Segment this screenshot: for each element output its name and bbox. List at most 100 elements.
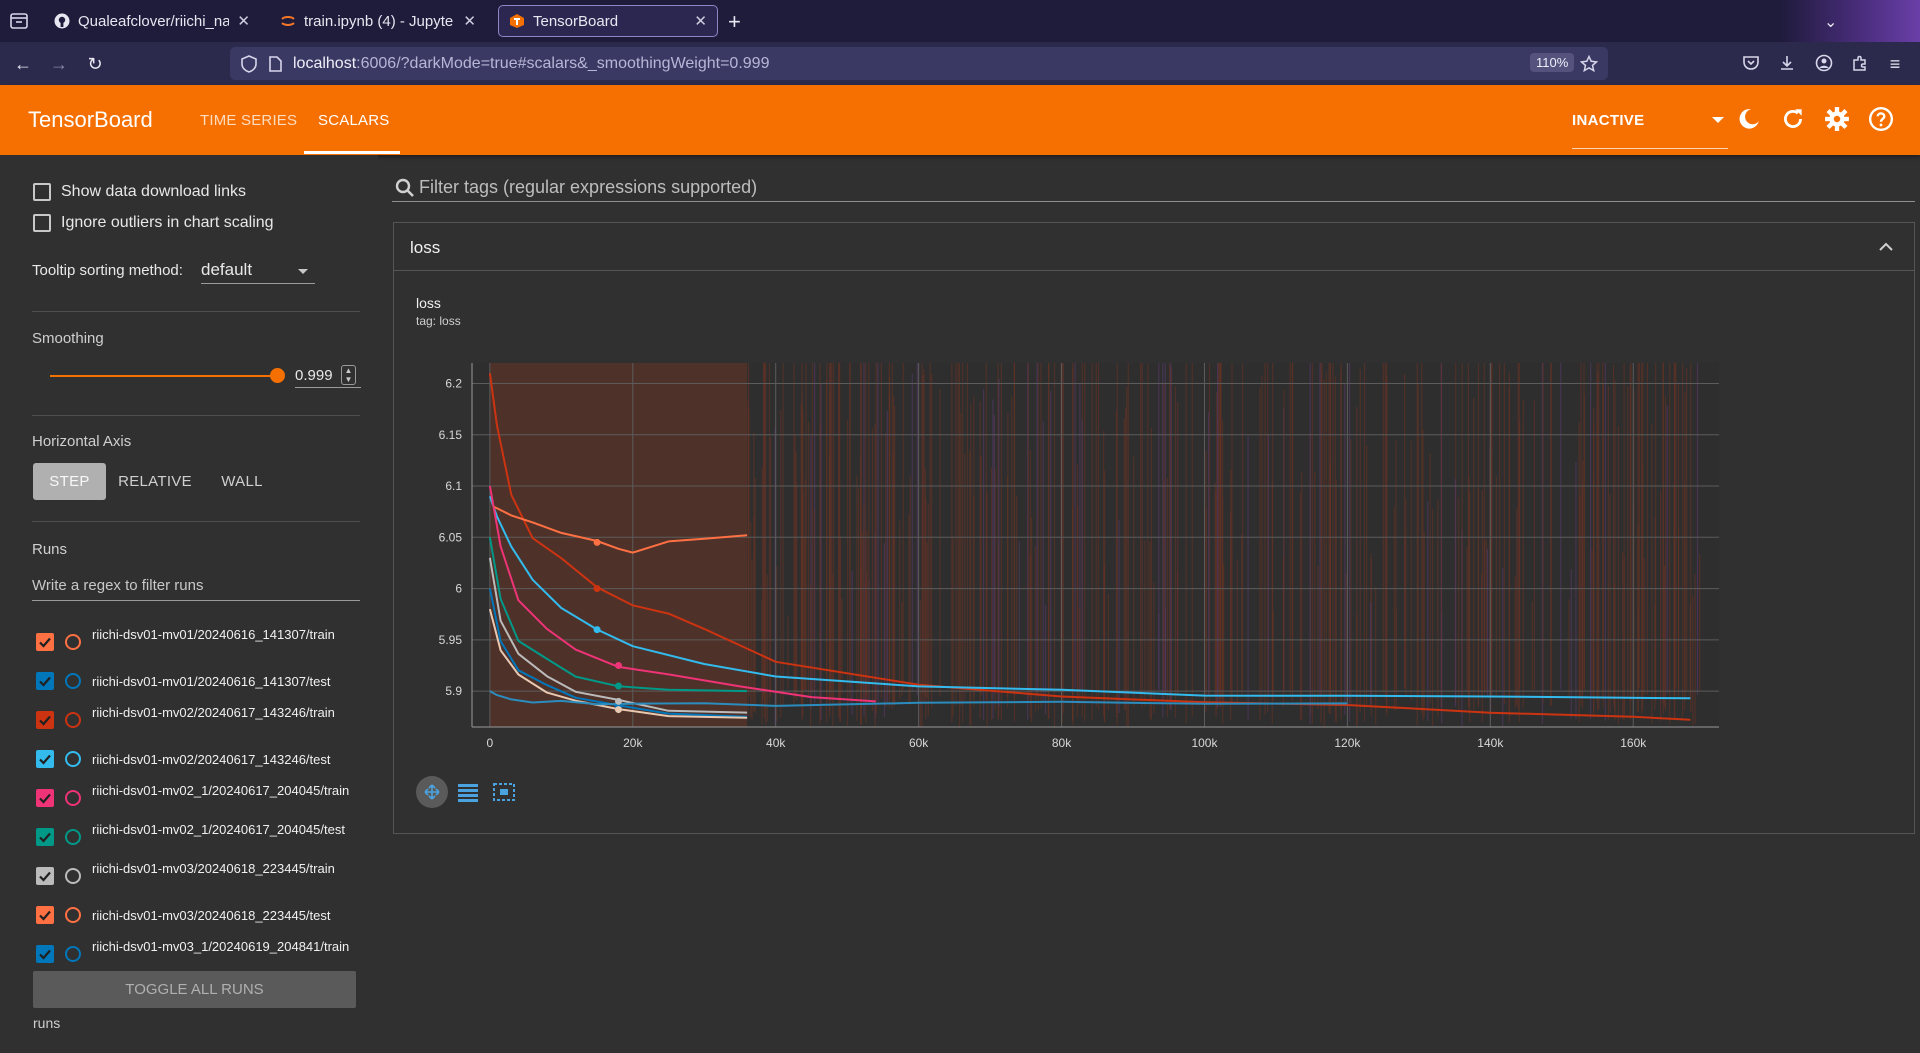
run-color-picker[interactable] [65,907,81,923]
run-row[interactable]: riichi-dsv01-mv03/20240618_223445/train [36,859,366,897]
run-name: riichi-dsv01-mv02_1/20240617_204045/trai… [92,783,350,798]
group-header[interactable]: loss [394,223,1914,271]
page-info-icon[interactable] [266,55,284,73]
series-line[interactable] [488,608,748,719]
menu-icon[interactable]: ≡ [1889,54,1901,74]
refresh-icon[interactable] [1780,106,1806,132]
smoothing-slider-track[interactable] [50,375,278,377]
series-line[interactable] [488,588,748,718]
run-row[interactable]: riichi-dsv01-mv02/20240617_143246/test [36,742,366,780]
close-icon[interactable]: ✕ [237,13,250,30]
series-line[interactable] [488,485,876,703]
fit-domain-icon[interactable] [416,776,448,808]
x-tick-label: 80k [1052,736,1072,750]
show-download-links-checkbox[interactable] [33,183,51,201]
checkmark-icon [39,871,51,882]
run-row[interactable]: riichi-dsv01-mv01/20240616_141307/test [36,664,366,702]
run-color-picker[interactable] [65,829,81,845]
zoom-box-icon[interactable] [488,776,520,808]
reload-icon[interactable]: ↻ [87,54,103,74]
chevron-down-icon[interactable] [298,269,308,274]
run-row[interactable]: riichi-dsv01-mv01/20240616_141307/train [36,625,366,663]
series-line[interactable] [489,690,1348,707]
jupyter-icon [281,16,295,26]
url-bar[interactable]: localhost:6006/?darkMode=true#scalars&_s… [230,47,1608,80]
smoothing-slider-thumb[interactable] [270,368,285,383]
ignore-outliers-checkbox[interactable] [33,214,51,232]
url-text[interactable]: localhost:6006/?darkMode=true#scalars&_s… [293,55,769,73]
data-table-icon[interactable] [452,776,484,808]
run-color-picker[interactable] [65,790,81,806]
series-line[interactable] [488,557,748,714]
run-color-picker[interactable] [65,712,81,728]
browser-tab-tensorboard[interactable]: TensorBoard ✕ [498,5,718,37]
show-download-links-label[interactable]: Show data download links [61,183,247,200]
tab-time-series[interactable]: TIME SERIES [200,112,298,129]
run-checkbox[interactable] [36,672,54,690]
run-color-picker[interactable] [65,673,81,689]
axis-step-button[interactable]: STEP [33,463,106,500]
account-icon[interactable] [1815,54,1833,72]
run-color-picker[interactable] [65,868,81,884]
shield-icon[interactable] [240,55,258,73]
series-line[interactable] [488,495,1691,700]
run-row[interactable]: riichi-dsv01-mv02_1/20240617_204045/trai… [36,781,366,819]
run-checkbox[interactable] [36,945,54,963]
checkmark-icon [39,754,51,765]
run-color-picker[interactable] [65,946,81,962]
run-checkbox[interactable] [36,711,54,729]
run-row[interactable]: riichi-dsv01-mv03/20240618_223445/test [36,898,366,936]
run-row[interactable]: riichi-dsv01-mv02_1/20240617_204045/test [36,820,366,858]
chevron-down-icon[interactable] [1712,117,1724,123]
series-line[interactable] [492,505,748,554]
tooltip-sorting-label: Tooltip sorting method: [32,262,183,279]
gear-icon[interactable] [1824,106,1850,132]
close-icon[interactable]: ✕ [694,13,707,30]
run-checkbox[interactable] [36,789,54,807]
toggle-all-runs-button[interactable]: TOGGLE ALL RUNS [33,971,356,1008]
run-checkbox[interactable] [36,750,54,768]
tab-list-icon[interactable] [10,13,28,29]
run-row[interactable]: riichi-dsv01-mv02/20240617_143246/train [36,703,366,741]
browser-tab-github[interactable]: Qualeafclover/riichi_na ✕ [44,5,260,37]
smoothing-input[interactable]: 0.999 ▲ ▼ [295,364,361,388]
bookmark-star-icon[interactable] [1580,55,1598,73]
smoothing-value[interactable]: 0.999 [295,367,333,384]
back-icon[interactable]: ← [14,54,32,74]
run-checkbox[interactable] [36,633,54,651]
zoom-level-badge[interactable]: 110% [1530,53,1575,72]
run-color-picker[interactable] [65,751,81,767]
new-tab-icon[interactable]: + [728,9,741,34]
run-checkbox[interactable] [36,867,54,885]
plugin-select[interactable]: INACTIVE [1572,112,1645,129]
dark-mode-icon[interactable] [1736,106,1762,132]
axis-relative-button[interactable]: RELATIVE [118,473,192,490]
chevron-down-icon[interactable]: ⌄ [1824,14,1838,31]
series-line[interactable] [488,373,1691,721]
tab-scalars[interactable]: SCALARS [318,112,390,129]
spinner-icon[interactable]: ▲ ▼ [341,365,356,385]
close-icon[interactable]: ✕ [463,13,476,30]
app-logo[interactable]: TensorBoard [28,107,153,132]
filter-tags-input[interactable]: Filter tags (regular expressions support… [419,177,758,197]
browser-tab-jupyter[interactable]: train.ipynb (4) - Jupyte ✕ [270,5,486,37]
extensions-icon[interactable] [1851,54,1869,72]
download-icon[interactable] [1778,54,1796,72]
chevron-up-icon[interactable] [1876,237,1896,257]
ignore-outliers-label[interactable]: Ignore outliers in chart scaling [61,214,274,231]
loss-chart[interactable]: 5.9 5.95 6 6.05 6.1 6.15 6.2 0 20k 40k 60k 80k 100k 1… [394,271,1914,771]
run-checkbox[interactable] [36,828,54,846]
y-tick-label: 6.1 [445,479,462,493]
active-tab-indicator [304,151,400,154]
runs-filter-input[interactable]: Write a regex to filter runs [32,577,204,594]
forward-icon[interactable]: → [50,54,68,74]
series-line[interactable] [488,537,748,693]
tooltip-sorting-select[interactable]: default [201,260,253,279]
run-color-picker[interactable] [65,634,81,650]
run-row[interactable]: riichi-dsv01-mv03_1/20240619_204841/trai… [36,937,366,967]
raw-data-dense-region [489,363,748,727]
run-checkbox[interactable] [36,906,54,924]
axis-wall-button[interactable]: WALL [221,473,263,490]
help-icon[interactable] [1868,106,1894,132]
pocket-icon[interactable] [1742,54,1760,72]
